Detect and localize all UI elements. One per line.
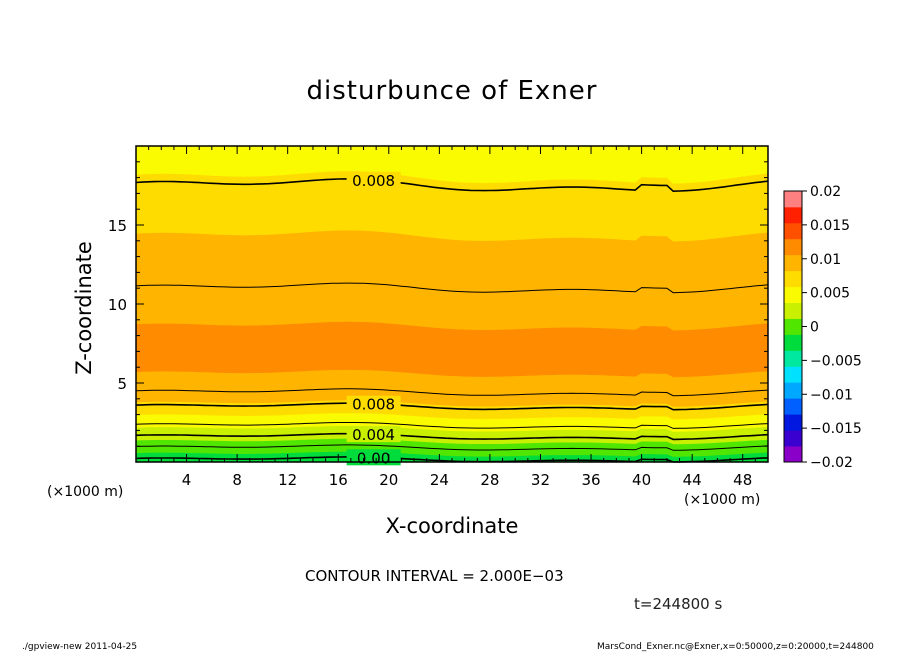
contour-label-7: 0.008 bbox=[352, 172, 395, 190]
x-tick-label-40: 40 bbox=[632, 471, 651, 489]
colorbar-swatch-15 bbox=[784, 206, 802, 224]
y-tick-label-5: 5 bbox=[117, 375, 127, 393]
x-tick-label-20: 20 bbox=[379, 471, 398, 489]
x-unit-label-left: (×1000 m) bbox=[47, 484, 124, 500]
x-axis-label: X-coordinate bbox=[385, 514, 519, 538]
plot-fill-layer bbox=[135, 145, 769, 463]
colorbar-swatch-0 bbox=[784, 446, 802, 463]
colorbar-swatch-7 bbox=[784, 334, 802, 351]
colorbar-swatch-3 bbox=[784, 398, 802, 415]
x-tick-label-48: 48 bbox=[733, 471, 752, 489]
colorbar-swatch-2 bbox=[784, 414, 802, 431]
colorbar-swatch-10 bbox=[784, 286, 802, 303]
colorbar-swatch-5 bbox=[784, 366, 802, 383]
chart-title: disturbunce of Exner bbox=[306, 76, 598, 106]
colorbar-swatch-9 bbox=[784, 302, 802, 319]
contour-line-5 bbox=[135, 388, 769, 397]
colorbar-swatch-16 bbox=[784, 191, 802, 208]
colorbar-label-4: 0 bbox=[810, 320, 819, 336]
colorbar-label-0: 0.02 bbox=[810, 184, 841, 200]
colorbar-swatch-8 bbox=[784, 318, 802, 335]
x-tick-label-16: 16 bbox=[329, 471, 348, 489]
contour-interval-text: CONTOUR INTERVAL = 2.000E−03 bbox=[305, 567, 564, 585]
contour-label-0: 0.00 bbox=[357, 449, 390, 467]
x-tick-label-36: 36 bbox=[581, 471, 600, 489]
contour-label-4: 0.008 bbox=[352, 396, 395, 414]
colorbar-swatch-14 bbox=[784, 222, 802, 240]
colorbar-swatch-11 bbox=[784, 270, 802, 288]
colorbar-label-3: 0.005 bbox=[810, 286, 850, 302]
x-tick-label-24: 24 bbox=[430, 471, 449, 489]
footer-right: MarsCond_Exner.nc@Exner,x=0:50000,z=0:20… bbox=[597, 642, 874, 652]
x-tick-label-28: 28 bbox=[480, 471, 499, 489]
contour-line-2 bbox=[135, 432, 769, 441]
footer-left: ./gpview-new 2011-04-25 bbox=[22, 642, 138, 652]
y-axis-ticks: 5 10 15 bbox=[108, 161, 768, 447]
colorbar-swatch-13 bbox=[784, 238, 802, 256]
contour-line-4 bbox=[135, 402, 769, 411]
heat-band-8 bbox=[135, 229, 769, 331]
time-label: t=244800 s bbox=[634, 595, 723, 613]
contour-label-bg-7 bbox=[346, 171, 401, 188]
contour-line-3 bbox=[135, 422, 769, 429]
y-tick-label-15: 15 bbox=[108, 217, 127, 235]
colorbar-swatch-4 bbox=[784, 382, 802, 399]
colorbar-label-1: 0.015 bbox=[810, 218, 850, 234]
x-axis-ticks: 4 8 12 16 20 24 28 32 36 40 44 48 bbox=[148, 146, 756, 489]
x-tick-label-8: 8 bbox=[232, 471, 242, 489]
colorbar-swatch-6 bbox=[784, 350, 802, 367]
contour-lines bbox=[135, 178, 769, 463]
colorbar-label-6: −0.01 bbox=[810, 387, 853, 403]
x-unit-label-right: (×1000 m) bbox=[684, 492, 761, 508]
x-tick-label-44: 44 bbox=[683, 471, 702, 489]
colorbar-label-2: 0.01 bbox=[810, 252, 841, 268]
contour-label-bg-2 bbox=[346, 426, 401, 443]
y-tick-label-10: 10 bbox=[108, 296, 127, 314]
contour-line-7 bbox=[135, 178, 769, 193]
contour-line-1 bbox=[135, 444, 769, 451]
colorbar-label-8: −0.02 bbox=[810, 455, 853, 471]
y-axis-label: Z-coordinate bbox=[72, 241, 96, 375]
contour-label-bg-4 bbox=[346, 395, 401, 412]
x-tick-label-4: 4 bbox=[182, 471, 192, 489]
colorbar: 0.02 0.015 0.01 0.005 0 −0.005 −0.01 −0.015 −0.0… bbox=[783, 184, 862, 471]
x-tick-label-32: 32 bbox=[531, 471, 550, 489]
contour-label-2: 0.004 bbox=[352, 426, 395, 444]
colorbar-swatch-12 bbox=[784, 254, 802, 272]
colorbar-swatch-1 bbox=[784, 430, 802, 447]
colorbar-label-7: −0.015 bbox=[810, 421, 862, 437]
colorbar-label-5: −0.005 bbox=[810, 353, 862, 369]
contour-line-6 bbox=[135, 282, 769, 294]
x-tick-label-12: 12 bbox=[278, 471, 297, 489]
